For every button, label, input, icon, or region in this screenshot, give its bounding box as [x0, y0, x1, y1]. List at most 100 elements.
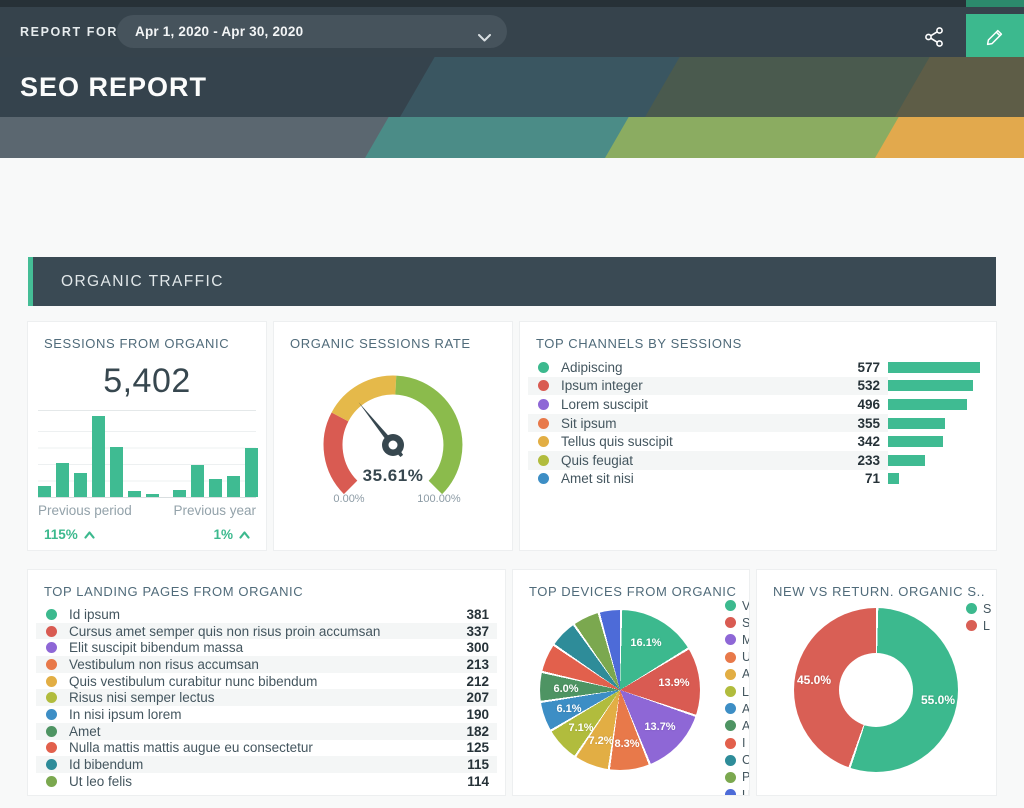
legend-item: L — [725, 683, 749, 700]
legend-item: A — [725, 717, 749, 734]
series-color-dot-icon — [46, 775, 57, 787]
card-title: SESSIONS FROM ORGANIC — [44, 336, 230, 351]
legend-label: S — [742, 615, 749, 630]
mini-bar — [110, 446, 123, 497]
legend-color-dot-icon — [725, 600, 736, 612]
item-label: Quis feugiat — [561, 452, 634, 468]
item-value: 496 — [857, 396, 880, 412]
legend-label: A — [742, 667, 749, 682]
card-new-vs-returning: NEW VS RETURN. ORGANIC S... 55.0% 45.0% S… — [757, 570, 996, 795]
pencil-icon — [984, 26, 1006, 53]
item-value: 213 — [466, 656, 489, 672]
pie-slice-label: 7.2% — [588, 735, 614, 747]
card-sessions-from-organic: SESSIONS FROM ORGANIC 5,402 Previous per… — [28, 322, 266, 550]
series-color-dot-icon — [46, 642, 57, 654]
list-item-main: Id ipsum 381 — [36, 606, 497, 623]
list-item-main: Ipsum integer 532 — [528, 376, 888, 396]
list-item: Cursus amet semper quis non risus proin … — [36, 622, 497, 640]
donut-hole — [839, 653, 913, 727]
list-item-main: Quis vestibulum curabitur nunc bibendum 2… — [36, 673, 497, 690]
mini-bar — [74, 472, 87, 497]
list-item-main: In nisi ipsum lorem 190 — [36, 706, 497, 723]
list-item-main: Ut leo felis 114 — [36, 773, 497, 790]
list-item: Sit ipsum 355 — [528, 413, 988, 433]
mini-bar-group — [173, 416, 258, 497]
mini-bar — [209, 479, 222, 497]
item-value: 342 — [857, 434, 880, 450]
list-item: Lorem suscipit 496 — [528, 395, 988, 414]
item-label: Quis vestibulum curabitur nunc bibendum — [69, 673, 318, 689]
mini-bar — [92, 416, 105, 497]
item-label: Ut leo felis — [69, 773, 133, 789]
legend-item: L — [966, 617, 991, 634]
item-value: 114 — [467, 773, 489, 789]
legend-item: P — [725, 769, 749, 786]
date-range-dropdown[interactable]: Apr 1, 2020 - Apr 30, 2020 — [117, 15, 507, 48]
legend-color-dot-icon — [725, 720, 736, 732]
item-value: 115 — [467, 757, 489, 773]
item-label: Id ipsum — [69, 606, 121, 622]
item-label: Ipsum integer — [561, 378, 643, 394]
series-color-dot-icon — [46, 608, 57, 620]
item-label: Sit ipsum — [561, 415, 617, 431]
item-bar-track — [888, 473, 988, 485]
legend-color-dot-icon — [725, 634, 736, 646]
item-bar — [888, 398, 967, 410]
header-color-band — [0, 117, 1024, 158]
legend-color-dot-icon — [725, 771, 736, 783]
mini-bar — [56, 462, 69, 497]
list-item-main: Lorem suscipit 496 — [528, 395, 888, 414]
list-item: Amet 182 — [36, 722, 497, 740]
gauge-value: 35.61% — [362, 466, 424, 485]
series-color-dot-icon — [46, 658, 57, 670]
previous-year-label: Previous year — [173, 503, 256, 518]
pie-slice-label: 45.0% — [796, 673, 832, 687]
list-item: Amet sit nisi 71 — [528, 470, 988, 489]
legend-label: U — [742, 787, 749, 795]
item-label: Adipiscing — [561, 359, 623, 375]
item-label: Lorem suscipit — [561, 396, 649, 412]
series-color-dot-icon — [46, 625, 57, 637]
legend-item: U — [725, 786, 749, 795]
pie-slice-label: 55.0% — [920, 693, 956, 707]
list-item: Adipiscing 577 — [528, 358, 988, 377]
sessions-mini-bar-chart — [38, 416, 258, 498]
series-color-dot-icon — [538, 380, 549, 392]
comparison-deltas: 115% 1% — [44, 527, 250, 542]
legend-color-dot-icon — [725, 617, 736, 629]
legend-label: M — [742, 632, 749, 647]
item-value: 300 — [466, 640, 489, 656]
legend-item: I — [725, 735, 749, 752]
card-top-landing-pages: TOP LANDING PAGES FROM ORGANIC Id ipsum 3… — [28, 570, 505, 795]
pie-slice-label: 7.1% — [568, 722, 594, 734]
section-header-organic-traffic: ORGANIC TRAFFIC — [28, 257, 996, 306]
comparison-labels: Previous period Previous year — [38, 503, 256, 518]
list-item-main: Amet 182 — [36, 722, 497, 740]
edit-report-button[interactable] — [966, 14, 1024, 64]
item-value: 233 — [857, 452, 880, 468]
item-label: Nulla mattis mattis augue eu consectetur — [69, 740, 313, 756]
legend-color-dot-icon — [725, 789, 736, 795]
share-button[interactable] — [912, 14, 956, 64]
gauge-hub-center — [388, 440, 398, 450]
pie-slice-label: 6.0% — [553, 683, 579, 695]
item-bar-track — [888, 417, 988, 429]
legend-color-dot-icon — [725, 754, 736, 766]
item-bar — [888, 454, 925, 466]
card-title: TOP LANDING PAGES FROM ORGANIC — [44, 584, 304, 599]
list-item-main: Tellus quis suscipit 342 — [528, 432, 888, 451]
pie-slice-label: 16.1% — [630, 637, 662, 649]
chevron-down-icon — [478, 29, 491, 47]
item-bar — [888, 436, 943, 448]
list-item-main: Id bibendum 115 — [36, 756, 497, 773]
page-title: SEO REPORT — [20, 71, 208, 102]
previous-year-delta: 1% — [213, 527, 250, 542]
list-item-main: Risus nisi semper lectus 207 — [36, 689, 497, 707]
card-top-channels: TOP CHANNELS BY SESSIONS Adipiscing 577 Ip… — [520, 322, 996, 550]
item-bar — [888, 380, 973, 392]
list-item-main: Adipiscing 577 — [528, 358, 888, 377]
new-vs-returning-donut-chart: 55.0% 45.0% — [794, 608, 958, 772]
list-item: Id ipsum 381 — [36, 606, 497, 623]
